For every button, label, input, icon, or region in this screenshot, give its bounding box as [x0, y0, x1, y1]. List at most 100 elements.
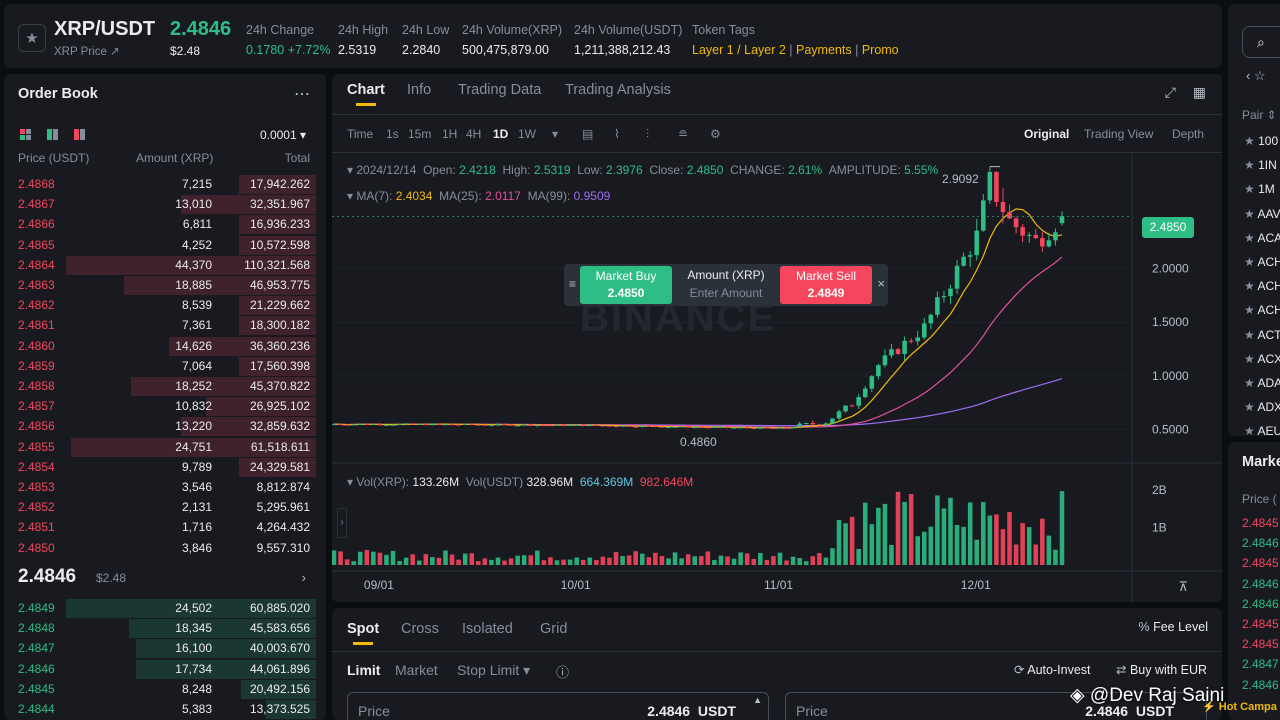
ask-row[interactable]: 2.4850 3,846 9,557.310 — [4, 538, 326, 558]
view-depth[interactable]: Depth — [1172, 127, 1205, 141]
ask-row[interactable]: 2.4866 6,811 16,936.233 — [4, 214, 326, 235]
chevron-left-icon[interactable]: ‹ ☆ — [1246, 68, 1266, 83]
amount-input[interactable]: Enter Amount — [689, 286, 763, 300]
drag-handle-icon[interactable]: ≡ — [569, 277, 577, 291]
order-type-market[interactable]: Market — [395, 662, 438, 678]
pair-item[interactable]: ★ AAV — [1244, 207, 1280, 221]
view-trading-view[interactable]: Trading View — [1084, 127, 1154, 141]
tab-isolated[interactable]: Isolated — [462, 621, 513, 637]
ask-row[interactable]: 2.4857 10,832 26,925.102 — [4, 396, 326, 417]
star-icon[interactable]: ★ — [1244, 255, 1258, 269]
ask-row[interactable]: 2.4862 8,539 21,229.662 — [4, 295, 326, 316]
star-icon[interactable]: ★ — [1244, 279, 1258, 294]
market-sell-button[interactable]: Market Sell 2.4849 — [780, 266, 872, 304]
tab-info[interactable]: Info — [407, 82, 432, 98]
tag-link[interactable]: Layer 1 / Layer 2 — [692, 43, 786, 57]
auto-invest-link[interactable]: ⟳ Auto-Invest — [1014, 663, 1091, 677]
symbol-subtitle-link[interactable]: XRP Price ↗ — [54, 46, 120, 58]
pair-item[interactable]: ★ ACA — [1244, 231, 1280, 245]
candle-type-icon[interactable]: ⫶ — [646, 127, 650, 141]
ask-row[interactable]: 2.4859 7,064 17,560.398 — [4, 356, 326, 376]
close-icon[interactable]: × — [877, 276, 885, 291]
timeframe-15m[interactable]: 15m — [408, 127, 432, 141]
ask-row[interactable]: 2.4860 14,626 36,360.236 — [4, 336, 326, 356]
stepper-up-icon[interactable]: ▲ — [753, 695, 762, 705]
market-buy-button[interactable]: Market Buy 2.4850 — [580, 266, 672, 304]
buy-with-eur-link[interactable]: ⇄ Buy with EUR — [1116, 663, 1208, 677]
star-icon[interactable]: ★ — [1244, 182, 1259, 197]
pair-item[interactable]: ★ ACH — [1244, 303, 1280, 317]
precision-select[interactable]: 0.0001 ▾ — [259, 128, 306, 142]
search-icon[interactable]: ⌕ — [1242, 26, 1280, 58]
timeframe-1h[interactable]: 1H — [442, 127, 458, 141]
star-icon[interactable]: ★ — [1244, 376, 1258, 390]
indicators-icon[interactable]: ⌇ — [614, 127, 620, 141]
star-icon[interactable]: ★ — [1244, 134, 1259, 148]
fee-level-link[interactable]: % Fee Level — [1138, 620, 1209, 634]
order-type-stop-limit[interactable]: Stop Limit ▾ — [457, 662, 531, 678]
bid-row[interactable]: 2.4845 8,248 20,492.156 — [4, 679, 326, 699]
timeframe-1s[interactable]: 1s — [386, 127, 399, 141]
ask-row[interactable]: 2.4867 13,010 32,351.967 — [4, 194, 326, 215]
auto-scale-icon[interactable]: ⊼ — [1178, 579, 1188, 594]
tab-cross[interactable]: Cross — [401, 621, 439, 637]
tab-chart[interactable]: Chart — [347, 82, 385, 106]
pair-item[interactable]: ★ AEU — [1244, 424, 1280, 436]
chevron-right-icon[interactable]: › — [301, 570, 306, 585]
pair-item[interactable]: ★ 1IN — [1244, 158, 1277, 172]
pair-item[interactable]: ★ 1M — [1244, 182, 1275, 196]
ask-row[interactable]: 2.4858 18,252 45,370.822 — [4, 376, 326, 396]
bid-row[interactable]: 2.4846 17,734 44,061.896 — [4, 659, 326, 679]
ask-row[interactable]: 2.4864 44,370 110,321.568 — [4, 255, 326, 275]
sell-price-input[interactable]: Price 2.4846 USDT — [785, 692, 1207, 720]
ask-row[interactable]: 2.4863 18,885 46,953.775 — [4, 275, 326, 295]
star-icon[interactable]: ★ — [1244, 400, 1258, 415]
ask-row[interactable]: 2.4856 13,220 32,859.632 — [4, 416, 326, 437]
pair-item[interactable]: ★ ACH — [1244, 279, 1280, 293]
calendar-icon[interactable]: ▤ — [582, 127, 594, 141]
tab-trading-data[interactable]: Trading Data — [458, 82, 542, 98]
star-icon[interactable]: ★ — [1244, 303, 1258, 318]
ask-row[interactable]: 2.4868 7,215 17,942.262 — [4, 174, 326, 194]
layout-grid-icon[interactable]: ▦ — [1192, 84, 1206, 100]
buy-price-input[interactable]: Price 2.4846 USDT ▲ — [347, 692, 769, 720]
bids-view-icon[interactable] — [47, 129, 58, 140]
timeframe-dropdown-icon[interactable]: ▾ — [552, 127, 559, 141]
star-icon[interactable]: ★ — [1244, 230, 1258, 245]
star-icon[interactable]: ★ — [1244, 158, 1259, 173]
compare-icon[interactable]: ≘ — [678, 127, 689, 141]
both-sides-view-icon[interactable] — [20, 129, 31, 140]
asks-view-icon[interactable] — [74, 129, 85, 140]
bid-row[interactable]: 2.4844 5,383 13,373.525 — [4, 699, 326, 719]
ask-row[interactable]: 2.4854 9,789 24,329.581 — [4, 457, 326, 477]
promo-banner[interactable]: ⚡ Hot Campa — [1202, 701, 1277, 713]
tag-link[interactable]: Payments — [796, 43, 852, 57]
ask-row[interactable]: 2.4861 7,361 18,300.182 — [4, 315, 326, 336]
candlestick-chart[interactable]: 2.0000 1.5000 1.0000 0.5000 2B 1B 09/01 10/01 11… — [332, 153, 1222, 602]
timeframe-1w[interactable]: 1W — [518, 127, 536, 141]
ask-row[interactable]: 2.4852 2,131 5,295.961 — [4, 497, 326, 517]
pair-item[interactable]: ★ ACX — [1244, 352, 1280, 366]
pair-item[interactable]: ★ ADA — [1244, 376, 1280, 390]
pair-item[interactable]: ★ ADX — [1244, 400, 1280, 414]
tag-link[interactable]: Promo — [861, 43, 899, 57]
ask-row[interactable]: 2.4851 1,716 4,264.432 — [4, 517, 326, 537]
tab-trading-analysis[interactable]: Trading Analysis — [565, 82, 671, 98]
tab-grid[interactable]: Grid — [540, 621, 568, 637]
star-icon[interactable]: ★ — [1244, 206, 1258, 221]
timeframe-4h[interactable]: 4H — [466, 127, 482, 141]
more-menu-icon[interactable]: ⋯ — [294, 86, 310, 103]
bid-row[interactable]: 2.4849 24,502 60,885.020 — [4, 598, 326, 618]
pair-item[interactable]: ★ ACT — [1244, 328, 1280, 342]
pair-item[interactable]: ★ 100 — [1244, 134, 1278, 148]
settings-gear-icon[interactable]: ⚙ — [710, 127, 721, 141]
ask-row[interactable]: 2.4853 3,546 8,812.874 — [4, 477, 326, 497]
order-type-limit[interactable]: Limit — [347, 662, 381, 678]
expand-panel-icon[interactable]: › — [337, 508, 347, 538]
star-icon[interactable]: ★ — [1244, 424, 1258, 436]
bid-row[interactable]: 2.4848 18,345 45,583.656 — [4, 618, 326, 639]
timeframe-time[interactable]: Time — [347, 127, 374, 141]
favorite-star-icon[interactable]: ★ — [18, 24, 46, 52]
star-icon[interactable]: ★ — [1244, 351, 1258, 366]
info-icon[interactable]: ⓘ — [556, 665, 570, 680]
